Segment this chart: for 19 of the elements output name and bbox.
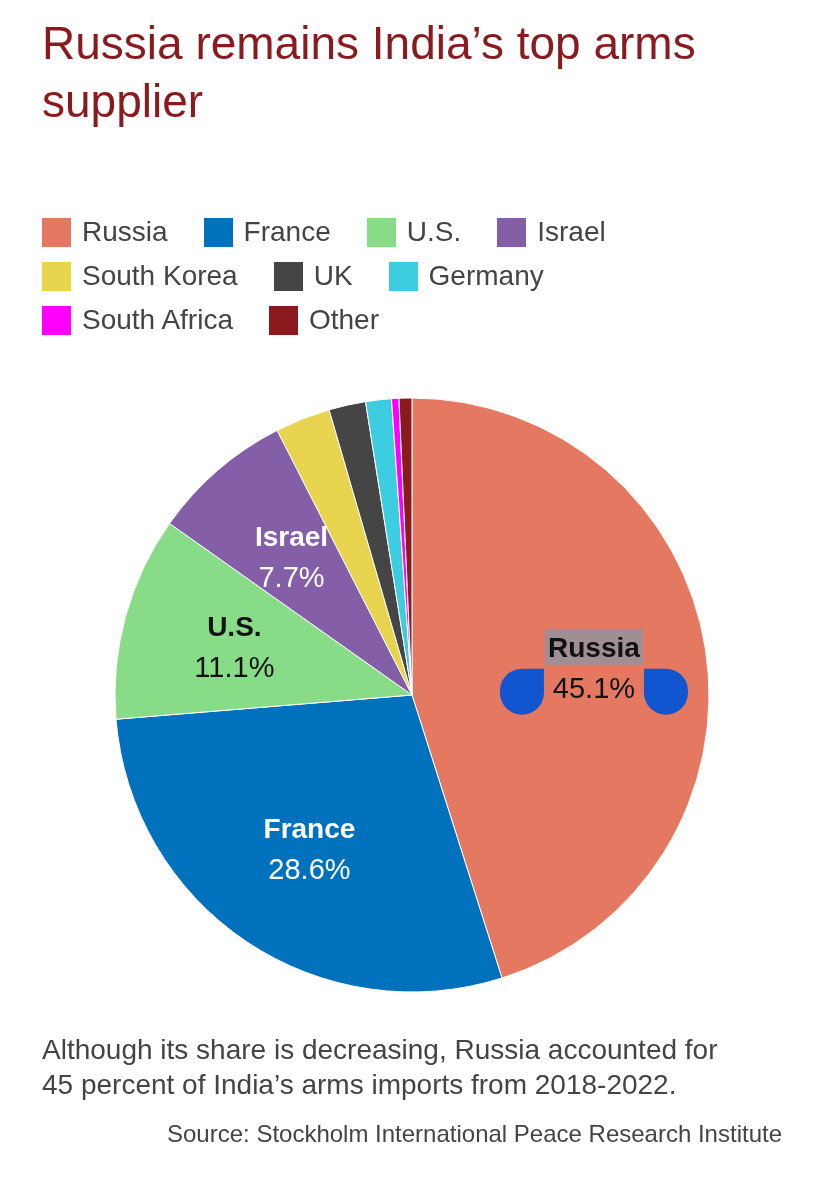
legend-label: South Africa [82,304,233,336]
slice-label: France [263,812,356,844]
legend-label: Israel [537,216,606,248]
data-label: 11.1% [194,651,275,684]
data-label: 7.7% [258,560,325,593]
legend-label: U.S. [406,216,462,248]
slice-label: Israel [254,520,329,552]
slice-label: U.S. [207,611,262,643]
text: Although its share is decreasing, Russia accounted for 45 percent of India’s arms imports from 2018-2022. [42,1033,719,1102]
data-label: 45.1% [552,671,636,704]
legend-label: Other [308,304,380,336]
legend-label: Germany [428,260,544,292]
legend-label: South Korea [82,260,238,292]
source-note: Source: Stockholm International Peace Research Institute [167,1120,782,1148]
chart-title: Russia remains India’s top arms supplier [42,16,697,129]
data-label: 28.6% [268,852,351,885]
legend-label: UK [313,260,353,292]
legend-label: Russia [82,216,168,248]
legend-label: France [243,216,331,248]
